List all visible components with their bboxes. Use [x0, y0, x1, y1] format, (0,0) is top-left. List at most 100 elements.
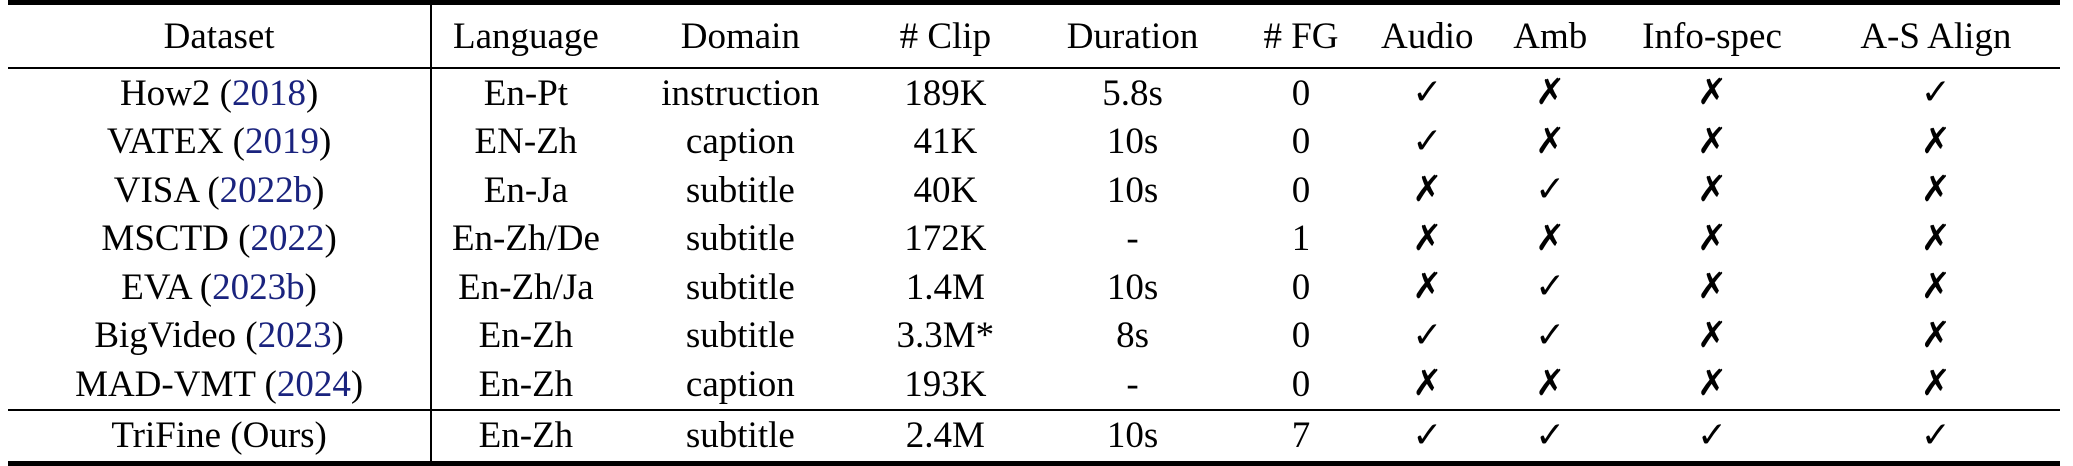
citation-year: 2018: [231, 72, 306, 114]
dataset-name: How2: [119, 72, 211, 114]
cell-amb: ✓: [1535, 266, 1566, 308]
dataset-name: MAD-VMT: [75, 363, 256, 405]
cell-clip: 40K: [913, 169, 978, 211]
cell-duration: 10s: [1106, 415, 1159, 456]
cell-dataset: EVA (2023b): [8, 263, 433, 312]
table-row: VATEX (2019) EN-Zh caption 41K 10s 0 ✓ ✗ ✗ ✗: [8, 117, 2060, 166]
header-duration: Duration: [1066, 15, 1199, 57]
header-language: Language: [452, 15, 599, 57]
cell-audio: ✓: [1412, 314, 1443, 356]
cell-as-align: ✓: [1920, 414, 1951, 456]
cell-domain: caption: [685, 121, 795, 163]
cell-info-spec: ✗: [1696, 120, 1728, 162]
cell-clip: 193K: [904, 363, 987, 405]
cell-duration: -: [1126, 218, 1139, 260]
cell-dataset: How2 (2018): [8, 68, 433, 118]
table-row: How2 (2018) En-Pt instruction 189K 5.8s 0 ✓ ✗ ✗ ✓: [8, 68, 2060, 118]
cell-clip: 2.4M: [905, 415, 985, 456]
cell-domain: subtitle: [685, 415, 795, 456]
cell-language: En-Pt: [483, 72, 569, 114]
cell-clip: 189K: [904, 72, 987, 114]
citation-year: 2023: [257, 315, 332, 357]
cell-amb: ✓: [1535, 169, 1566, 211]
cell-domain: subtitle: [685, 218, 795, 260]
header-as-align: A-S Align: [1860, 15, 2012, 57]
cell-language: En-Zh: [478, 415, 574, 456]
cell-language: En-Zh/De: [451, 218, 600, 260]
cell-as-align: ✓: [1920, 72, 1951, 114]
citation-year: 2024: [276, 363, 351, 405]
cell-amb: ✗: [1535, 217, 1566, 259]
table-row: BigVideo (2023) En-Zh subtitle 3.3M* 8s 0 ✓ ✓ ✗ ✗: [8, 311, 2060, 360]
cell-language: En-Zh: [478, 315, 574, 357]
cell-clip: 1.4M: [905, 266, 985, 308]
citation-year: 2019: [245, 121, 319, 163]
cell-domain: subtitle: [685, 266, 795, 308]
cell-as-align: ✗: [1920, 363, 1951, 405]
table-body: How2 (2018) En-Pt instruction 189K 5.8s 0 ✓ ✗ ✗ ✓…: [8, 68, 2060, 463]
header-audio: Audio: [1381, 15, 1474, 57]
citation-year: 2022: [250, 218, 325, 260]
cell-audio: ✗: [1412, 217, 1443, 259]
header-amb: Amb: [1513, 15, 1588, 57]
cell-duration: 10s: [1106, 266, 1159, 308]
cell-info-spec: ✗: [1696, 363, 1728, 405]
cell-fg: 0: [1291, 266, 1311, 308]
header-clip: # Clip: [899, 15, 992, 57]
cell-amb: ✗: [1535, 120, 1566, 162]
dataset-comparison-table: Dataset Language Domain # Clip Duration …: [8, 0, 2060, 466]
cell-amb: ✓: [1535, 414, 1566, 456]
dataset-name: MSCTD: [101, 218, 229, 260]
cell-language: En-Ja: [483, 169, 569, 211]
dataset-name: EVA: [121, 266, 191, 308]
cell-language: EN-Zh: [474, 121, 578, 163]
cell-as-align: ✗: [1920, 169, 1951, 211]
cell-as-align: ✗: [1920, 217, 1951, 259]
table-row: MAD-VMT (2024) En-Zh caption 193K - 0 ✗ ✗ ✗ ✗: [8, 360, 2060, 410]
cell-audio: ✓: [1412, 414, 1443, 456]
cell-audio: ✗: [1412, 169, 1443, 211]
cell-fg: 0: [1291, 121, 1311, 163]
cell-amb: ✗: [1535, 363, 1566, 405]
cell-fg: 1: [1291, 218, 1311, 260]
table-row: MSCTD (2022) En-Zh/De subtitle 172K - 1 ✗ ✗ ✗ ✗: [8, 214, 2060, 263]
cell-dataset: MAD-VMT (2024): [8, 360, 433, 410]
cell-fg: 7: [1291, 415, 1311, 456]
cell-domain: caption: [685, 363, 795, 405]
dataset-name: BigVideo: [94, 315, 236, 357]
cell-fg: 0: [1291, 315, 1311, 357]
cell-as-align: ✗: [1920, 120, 1951, 162]
dataset-name: VISA: [113, 169, 199, 211]
cell-language: En-Zh/Ja: [458, 266, 594, 308]
cell-duration: 10s: [1106, 169, 1159, 211]
cell-as-align: ✗: [1920, 266, 1951, 308]
cell-audio: ✓: [1412, 72, 1443, 114]
table-row-ours: TriFine (Ours) En-Zh subtitle 2.4M 10s 7 ✓ ✓ ✓ ✓: [8, 409, 2060, 463]
table-row: EVA (2023b) En-Zh/Ja subtitle 1.4M 10s 0 ✗ ✓ ✗ ✗: [8, 263, 2060, 312]
citation-year: 2022b: [219, 169, 313, 211]
cell-audio: ✓: [1412, 120, 1443, 162]
cell-dataset: TriFine (Ours): [8, 409, 433, 463]
cell-info-spec: ✗: [1696, 217, 1728, 259]
cell-duration: 5.8s: [1102, 72, 1163, 114]
citation-year: 2023b: [212, 266, 305, 308]
cell-fg: 0: [1291, 72, 1311, 114]
dataset-name: VATEX: [106, 121, 224, 163]
cell-domain: instruction: [661, 72, 820, 114]
cell-clip: 41K: [913, 121, 978, 163]
cell-info-spec: ✓: [1696, 414, 1728, 456]
header-info-spec: Info-spec: [1642, 15, 1782, 57]
cell-amb: ✗: [1535, 72, 1566, 114]
header-fg: # FG: [1263, 15, 1339, 57]
header-domain: Domain: [680, 15, 800, 57]
cell-dataset: BigVideo (2023): [8, 311, 433, 360]
cell-info-spec: ✗: [1696, 314, 1728, 356]
cell-duration: 8s: [1116, 315, 1150, 357]
cell-audio: ✗: [1412, 266, 1443, 308]
cell-info-spec: ✗: [1696, 266, 1728, 308]
cell-as-align: ✗: [1920, 314, 1951, 356]
cell-language: En-Zh: [478, 363, 574, 405]
cell-duration: 10s: [1106, 121, 1159, 163]
cell-clip: 3.3M*: [896, 315, 995, 357]
cell-fg: 0: [1291, 363, 1311, 405]
